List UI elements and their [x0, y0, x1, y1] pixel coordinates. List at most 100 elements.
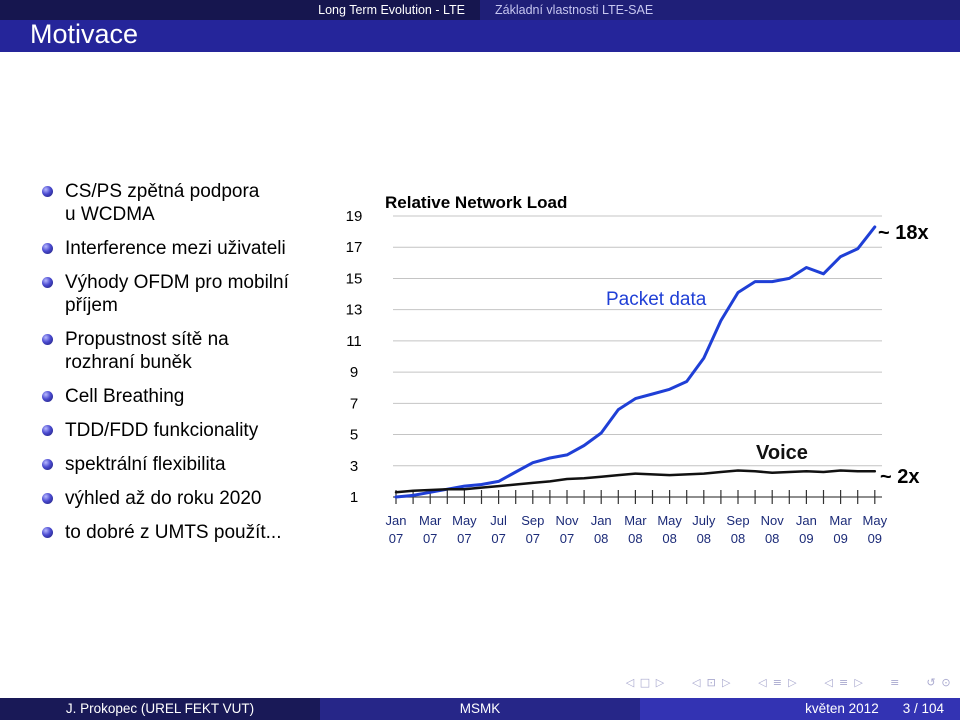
bullet-ball-icon [42, 527, 53, 538]
x-tick-label-month: Jan [591, 513, 612, 528]
headline-section[interactable]: Long Term Evolution - LTE [0, 0, 480, 20]
x-tick-label-month: Jan [796, 513, 817, 528]
x-tick-label-year: 07 [457, 531, 471, 546]
y-tick-label: 9 [350, 364, 358, 381]
nav-section-prev-icon[interactable]: ◁ [824, 676, 833, 689]
x-tick-label-year: 07 [560, 531, 574, 546]
x-tick-label-month: May [657, 513, 682, 528]
growth-annotation: ~ 18x [878, 222, 929, 244]
x-tick-label-year: 07 [389, 531, 403, 546]
nav-section-next-icon[interactable]: ▷ [854, 676, 863, 689]
nav-slide-icon[interactable]: □ [639, 676, 651, 689]
x-tick-label-month: Sep [726, 513, 749, 528]
headline-subsection[interactable]: Základní vlastnosti LTE-SAE [480, 0, 960, 20]
bullet-list: CS/PS zpětná podpora u WCDMA Interference … [40, 180, 330, 555]
chart-title: Relative Network Load [385, 193, 567, 212]
nav-frame-icon[interactable]: ⊡ [706, 676, 716, 689]
x-tick-label-year: 08 [628, 531, 642, 546]
bullet-item: Cell Breathing [40, 385, 330, 408]
x-tick-label-month: Sep [521, 513, 544, 528]
series-label: Voice [756, 442, 808, 464]
x-tick-label-month: Mar [624, 513, 647, 528]
y-tick-label: 13 [346, 302, 363, 319]
bullet-item: spektrální flexibilita [40, 453, 330, 476]
nav-group: ≡ [889, 674, 901, 692]
nav-group: ↺ ⊙ [925, 674, 952, 692]
y-tick-label: 19 [346, 208, 363, 225]
nav-group: ◁ ≡ ▷ [756, 674, 798, 692]
nav-back-forward-icon[interactable]: ↺ [926, 676, 936, 689]
bullet-ball-icon [42, 277, 53, 288]
footer-page-number: 3 / 104 [902, 701, 944, 716]
x-tick-label-year: 09 [833, 531, 847, 546]
bullet-item: TDD/FDD funkcionality [40, 419, 330, 442]
series-line-voice [394, 469, 877, 494]
bullet-ball-icon [42, 425, 53, 436]
y-tick-label: 1 [350, 489, 358, 506]
bullet-text-line: to dobré z UMTS použít... [65, 522, 282, 543]
bullet-item: CS/PS zpětná podpora u WCDMA [40, 180, 330, 226]
bullet-ball-icon [42, 391, 53, 402]
footer-author: J. Prokopec (UREL FEKT VUT) [0, 698, 320, 720]
footer-date-page: květen 2012 3 / 104 [640, 698, 960, 720]
bullet-text-line: TDD/FDD funkcionality [65, 420, 259, 441]
relative-network-load-chart: Relative Network Load 19 17 15 13 11 9 7 5 3 1 Jan 0… [346, 193, 929, 546]
bullet-text-line: spektrální flexibilita [65, 454, 226, 475]
bullet-text-line: CS/PS zpětná podpora [65, 181, 260, 202]
x-tick-label-year: 08 [765, 531, 779, 546]
nav-document-icon[interactable]: ≡ [890, 676, 900, 689]
bullet-item: Interference mezi uživateli [40, 237, 330, 260]
bullet-item: Propustnost sítě na rozhraní buněk [40, 328, 330, 374]
frame-title: Motivace [30, 19, 139, 49]
x-tick-label-month: Mar [829, 513, 852, 528]
y-tick-label: 17 [346, 239, 363, 256]
bullet-item: to dobré z UMTS použít... [40, 521, 330, 544]
x-tick-label-year: 07 [526, 531, 540, 546]
footer-title: MSMK [320, 698, 640, 720]
footer-bar: J. Prokopec (UREL FEKT VUT) MSMK květen … [0, 698, 960, 720]
nav-section-icon[interactable]: ≡ [838, 676, 849, 689]
bullet-ball-icon [42, 243, 53, 254]
bullet-text-line: výhled až do roku 2020 [65, 488, 262, 509]
x-tick-label-year: 08 [731, 531, 745, 546]
x-tick-label-year: 07 [491, 531, 505, 546]
bullet-ball-icon [42, 459, 53, 470]
bullet-ball-icon [42, 186, 53, 197]
series-line-packet-data [394, 225, 877, 499]
bullet-text-line: Výhody OFDM pro mobilní [65, 272, 289, 293]
y-tick-label: 11 [346, 333, 362, 350]
nav-group: ◁ ⊡ ▷ [690, 674, 732, 692]
bullet-text-line: Cell Breathing [65, 386, 185, 407]
nav-subsection-icon[interactable]: ≡ [772, 676, 782, 689]
nav-frame-next-icon[interactable]: ▷ [721, 676, 731, 689]
bullet-text-line: Interference mezi uživateli [65, 238, 286, 259]
x-tick-label-month: May [452, 513, 477, 528]
x-tick-label-month: May [863, 513, 888, 528]
nav-group: ◁ □ ▷ [624, 674, 666, 692]
x-tick-label-month: Mar [419, 513, 442, 528]
x-tick-label-year: 09 [799, 531, 813, 546]
x-tick-label-year: 08 [662, 531, 676, 546]
nav-subsection-prev-icon[interactable]: ◁ [758, 676, 767, 689]
nav-subsection-next-icon[interactable]: ▷ [788, 676, 797, 689]
frame-title-bar: Motivace [0, 20, 960, 52]
x-tick-label-year: 08 [594, 531, 608, 546]
y-tick-label: 5 [350, 427, 358, 444]
nav-slide-prev-icon[interactable]: ◁ [625, 676, 635, 689]
nav-slide-next-icon[interactable]: ▷ [655, 676, 665, 689]
bullet-ball-icon [42, 334, 53, 345]
footer-date: květen 2012 [805, 701, 879, 716]
x-tick-label-month: Nov [761, 513, 785, 528]
growth-annotation: ~ 2x [880, 466, 919, 488]
nav-search-icon[interactable]: ⊙ [941, 676, 951, 689]
nav-frame-prev-icon[interactable]: ◁ [691, 676, 701, 689]
x-tick-label-year: 07 [423, 531, 437, 546]
headline-bar: Long Term Evolution - LTE Základní vlast… [0, 0, 960, 20]
x-tick-label-month: Jan [386, 513, 407, 528]
x-tick-label-month: Jul [490, 513, 507, 528]
bullet-text-line: rozhraní buněk [65, 352, 192, 373]
x-tick-label-month: Nov [555, 513, 579, 528]
x-tick-label-year: 09 [868, 531, 882, 546]
navigation-symbols: ◁ □ ▷ ◁ ⊡ ▷ ◁ ≡ ▷ ◁ ≡ ▷ ≡ ↺ ⊙ [624, 674, 952, 692]
bullet-item: výhled až do roku 2020 [40, 487, 330, 510]
